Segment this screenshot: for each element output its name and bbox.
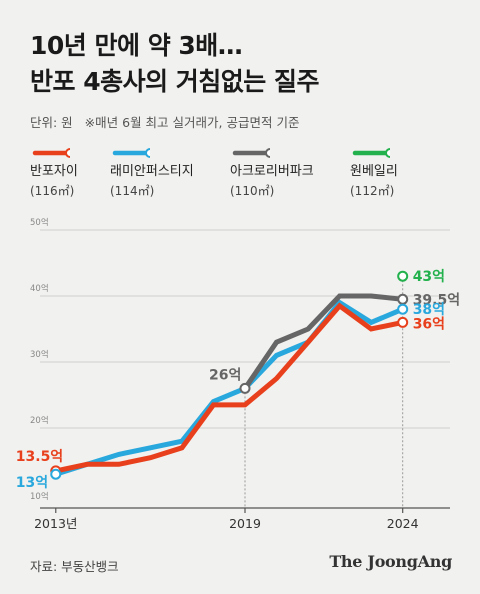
series-line-acro (242, 293, 403, 390)
legend-line-one-bailey (352, 148, 390, 158)
x-tick-label-2024: 2024 (387, 516, 419, 531)
legend-size-one-bailey: (112㎡) (350, 184, 395, 198)
point-marker-raemian-2024 (397, 303, 409, 315)
series-line-banpo-xi (55, 302, 404, 474)
data-label-raemian-2013: 13억 (16, 475, 48, 491)
source-label: 자료: 부동산뱅크 (30, 559, 119, 574)
point-marker-acro-2019 (239, 382, 251, 394)
data-label-one-bailey-2024: 43억 (413, 269, 445, 285)
legend-name-banpo-xi: 반포자이 (30, 164, 78, 179)
point-marker-raemian-2013 (50, 468, 62, 480)
basis-note: ※매년 6월 최고 실거래가, 공급면적 기준 (84, 115, 300, 130)
point-marker-acro-2024 (397, 293, 409, 305)
chart-title: 10년 만에 약 3배… 반포 4총사의 거침없는 질주 (30, 28, 320, 100)
chart-subtitle: 단위: 원 ※매년 6월 최고 실거래가, 공급면적 기준 (30, 112, 299, 131)
data-label-acro-2024: 39.5억 (413, 292, 460, 308)
y-tick-label-40: 40억 (30, 283, 49, 294)
legend-line-acro (232, 148, 270, 158)
legend-name-acro: 아크로리버파크 (230, 164, 314, 179)
series-line-raemian (55, 299, 404, 477)
x-tick-label-2019: 2019 (229, 516, 261, 531)
x-tick-label-2013: 2013년 (34, 516, 77, 531)
data-label-banpo-xi-2013: 13.5억 (16, 449, 63, 465)
data-label-banpo-xi-2024: 36억 (413, 316, 445, 332)
y-tick-label-20: 20억 (30, 415, 49, 426)
legend-size-acro: (110㎡) (230, 184, 275, 198)
legend-size-raemian: (114㎡) (110, 184, 155, 198)
legend-name-raemian: 래미안퍼스티지 (110, 164, 194, 179)
legend-line-raemian (112, 148, 150, 158)
point-marker-one-bailey-2024 (397, 270, 409, 282)
y-tick-label-30: 30억 (30, 349, 49, 360)
legend-name-one-bailey: 원베일리 (350, 164, 398, 179)
title-line-1: 10년 만에 약 3배… (30, 31, 243, 60)
legend-size-banpo-xi: (116㎡) (30, 184, 75, 198)
legend-line-banpo-xi (32, 148, 70, 158)
brand-logo: The JoongAng (329, 552, 452, 571)
data-label-acro-2019: 26억 (209, 367, 241, 383)
title-line-2: 반포 4총사의 거침없는 질주 (30, 67, 320, 96)
y-tick-label-10: 10억 (30, 491, 49, 502)
data-label-raemian-2024: 38억 (413, 302, 445, 318)
point-marker-banpo-xi-2024 (397, 316, 409, 328)
unit-label: 단위: 원 (30, 115, 73, 130)
y-tick-label-50: 50억 (30, 217, 49, 228)
